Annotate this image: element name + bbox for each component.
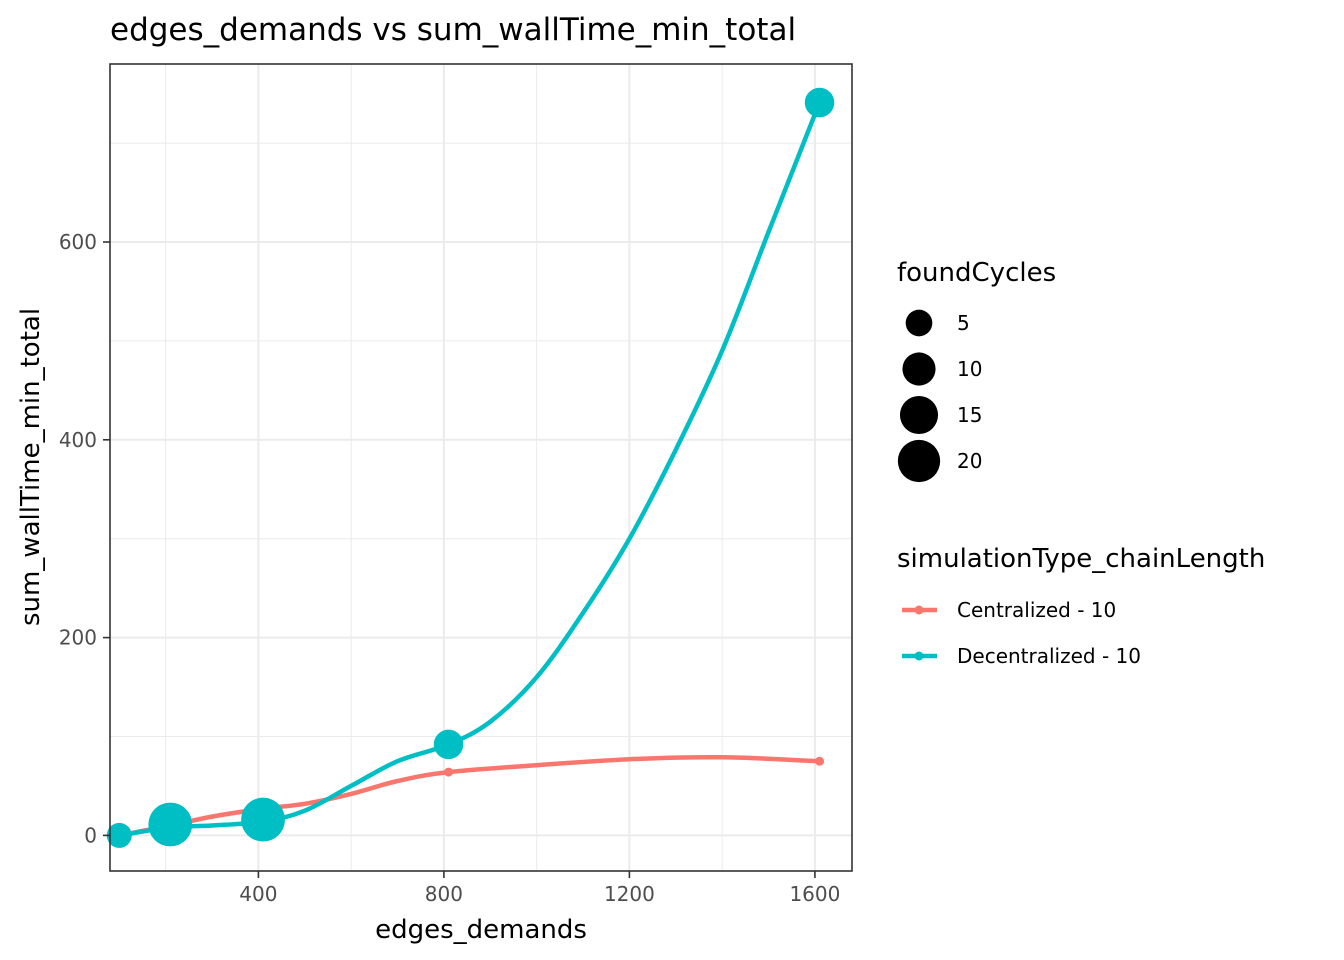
x-tick-label-0: 400 (239, 882, 277, 906)
size-legend-label-0: 5 (957, 311, 970, 335)
y-tick-label-0: 0 (84, 823, 97, 847)
size-legend: foundCycles 5 10 15 20 (897, 258, 1056, 483)
y-tick-label-1: 200 (59, 626, 97, 650)
series-1-point-1 (148, 802, 193, 847)
y-tick-label-2: 400 (59, 428, 97, 452)
size-legend-key-2 (899, 395, 939, 435)
chart-title: edges_demands vs sum_wallTime_min_total (110, 12, 796, 48)
series-1-point-3 (433, 729, 464, 760)
size-legend-key-3 (897, 439, 941, 483)
size-legend-label-1: 10 (957, 357, 982, 381)
series-line-0 (117, 754, 822, 838)
color-legend-label-0: Centralized - 10 (957, 598, 1116, 622)
size-legend-label-3: 20 (957, 449, 982, 473)
size-legend-key-1 (902, 352, 936, 386)
x-axis: 400 800 1200 1600 (239, 871, 840, 906)
x-tick-label-3: 1600 (789, 882, 840, 906)
x-axis-title: edges_demands (375, 915, 587, 945)
y-axis: 0 200 400 600 (59, 230, 110, 847)
series-1-point-4 (804, 87, 835, 118)
plot-border (109, 63, 853, 872)
color-legend-title: simulationType_chainLength (897, 544, 1265, 574)
series-1-point-0 (106, 822, 132, 848)
x-tick-label-2: 1200 (604, 882, 655, 906)
color-legend-point-1 (914, 651, 924, 661)
color-legend-label-1: Decentralized - 10 (957, 644, 1141, 668)
x-tick-label-1: 800 (425, 882, 463, 906)
series-0-point-4 (815, 756, 825, 766)
size-legend-label-2: 15 (957, 403, 982, 427)
series-1-point-2 (241, 797, 285, 842)
plot-background (110, 64, 852, 871)
color-legend-point-0 (914, 605, 924, 615)
size-legend-key-0 (905, 309, 933, 337)
y-tick-label-3: 600 (59, 230, 97, 254)
series-points (106, 87, 835, 848)
plot-area (106, 63, 853, 872)
color-legend: simulationType_chainLength Centralized -… (897, 544, 1265, 668)
size-legend-title: foundCycles (897, 258, 1056, 288)
y-axis-title: sum_wallTime_min_total (16, 308, 46, 626)
series-0-point-3 (444, 767, 454, 777)
